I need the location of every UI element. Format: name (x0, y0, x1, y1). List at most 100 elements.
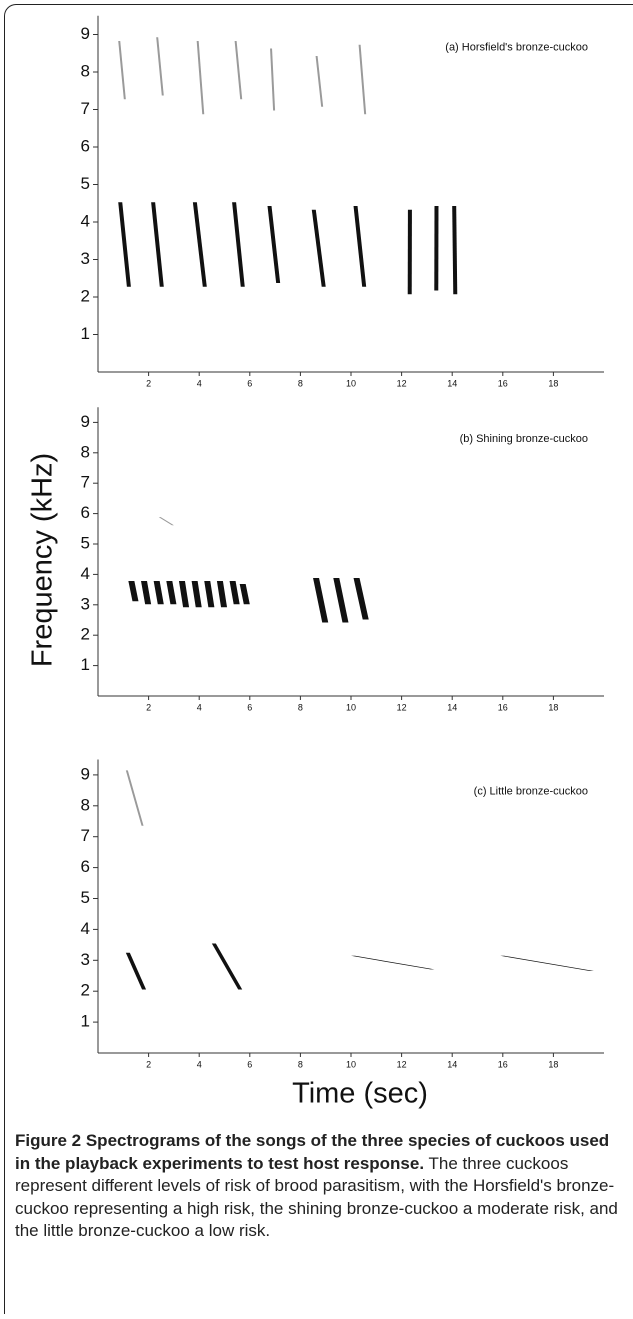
x-tick-label: 14 (447, 378, 457, 388)
x-tick-label: 14 (447, 702, 457, 712)
x-tick-label: 16 (498, 702, 508, 712)
y-tick-label: 6 (81, 503, 90, 522)
x-tick-label: 12 (397, 1059, 407, 1069)
x-tick-label: 16 (498, 1059, 508, 1069)
y-axis-label: Frequency (kHz) (27, 453, 59, 667)
note (204, 581, 215, 608)
note (232, 202, 245, 287)
y-tick-label: 6 (81, 136, 90, 155)
x-tick-label: 2 (146, 702, 151, 712)
y-tick-label: 5 (81, 888, 90, 907)
x-tick-label: 6 (247, 1059, 252, 1069)
caption: Figure 2 Spectrograms of the songs of th… (15, 1130, 620, 1243)
harmonic (125, 770, 144, 826)
y-tick-label: 1 (81, 324, 90, 343)
figure-frame (4, 4, 633, 1314)
y-tick-label: 5 (81, 174, 90, 193)
y-tick-label: 8 (81, 795, 90, 814)
y-tick-label: 9 (81, 412, 90, 431)
panel-label: (c) Little bronze-cuckoo (474, 785, 588, 797)
note (452, 206, 458, 295)
note (125, 952, 147, 990)
x-tick-label: 8 (298, 1059, 303, 1069)
harmonic (270, 48, 276, 111)
harmonic (196, 41, 205, 115)
y-tick-label: 4 (81, 211, 90, 230)
x-tick-label: 10 (346, 702, 356, 712)
y-tick-label: 7 (81, 473, 90, 492)
x-tick-label: 18 (548, 702, 558, 712)
harmonic (158, 517, 174, 526)
x-tick-label: 8 (298, 702, 303, 712)
x-tick-label: 18 (548, 1059, 558, 1069)
note (128, 581, 139, 602)
x-axis-label: Time (sec) (292, 1078, 428, 1110)
note (191, 581, 202, 608)
harmonic (118, 41, 126, 100)
note (407, 209, 412, 295)
harmonic (358, 44, 367, 115)
x-tick-label: 4 (197, 378, 202, 388)
y-tick-label: 4 (81, 919, 90, 938)
x-tick-label: 18 (548, 378, 558, 388)
y-tick-label: 8 (81, 61, 90, 80)
y-tick-label: 3 (81, 594, 90, 613)
note (151, 202, 164, 287)
y-tick-label: 2 (81, 625, 90, 644)
note (313, 577, 329, 623)
y-tick-label: 9 (81, 24, 90, 43)
note (333, 577, 349, 623)
x-tick-label: 4 (197, 702, 202, 712)
note (192, 202, 207, 287)
x-tick-label: 8 (298, 378, 303, 388)
x-tick-label: 6 (247, 378, 252, 388)
x-tick-label: 12 (397, 702, 407, 712)
note (141, 581, 152, 605)
y-tick-label: 4 (81, 564, 90, 583)
note (211, 943, 243, 990)
x-tick-label: 2 (146, 1059, 151, 1069)
y-tick-label: 7 (81, 99, 90, 118)
note (353, 577, 369, 620)
harmonic (156, 37, 164, 96)
note (229, 581, 240, 605)
note (267, 206, 281, 283)
y-tick-label: 8 (81, 442, 90, 461)
caption-text: The three cuckoos represent different le… (15, 1153, 618, 1241)
note (153, 581, 164, 605)
x-tick-label: 10 (346, 1059, 356, 1069)
note (500, 955, 594, 971)
y-tick-label: 6 (81, 857, 90, 876)
note (216, 581, 228, 608)
note (434, 206, 439, 291)
y-tick-label: 1 (81, 1012, 90, 1031)
x-tick-label: 2 (146, 378, 151, 388)
x-tick-label: 16 (498, 378, 508, 388)
y-tick-label: 2 (81, 286, 90, 305)
caption-title: Figure 2 Spectrograms of the songs of th… (15, 1131, 610, 1173)
note (311, 209, 326, 287)
harmonic (315, 56, 324, 107)
y-tick-label: 3 (81, 249, 90, 268)
note (118, 202, 131, 287)
panel-label: (a) Horsfield's bronze-cuckoo (445, 42, 588, 54)
x-tick-label: 14 (447, 1059, 457, 1069)
x-tick-label: 4 (197, 1059, 202, 1069)
y-tick-label: 5 (81, 533, 90, 552)
x-tick-label: 12 (397, 378, 407, 388)
harmonic (234, 41, 243, 100)
y-tick-label: 3 (81, 950, 90, 969)
x-tick-label: 6 (247, 702, 252, 712)
y-tick-label: 2 (81, 981, 90, 1000)
note (239, 584, 250, 605)
note (353, 206, 367, 287)
panel-label: (b) Shining bronze-cuckoo (460, 433, 588, 445)
y-tick-label: 9 (81, 764, 90, 783)
note (178, 581, 190, 608)
x-tick-label: 10 (346, 378, 356, 388)
y-tick-label: 7 (81, 826, 90, 845)
note (166, 581, 177, 605)
note (351, 955, 435, 970)
